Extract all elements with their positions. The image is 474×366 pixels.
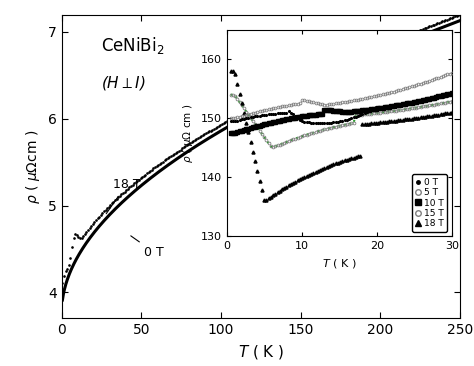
- Text: 18 T: 18 T: [106, 178, 140, 214]
- Y-axis label: $\rho$ ( $\mu\Omega$cm ): $\rho$ ( $\mu\Omega$cm ): [24, 130, 42, 203]
- X-axis label: $T$ ( K ): $T$ ( K ): [237, 343, 284, 361]
- Text: ($H \perp I$): ($H \perp I$): [101, 74, 146, 92]
- Text: 0 T: 0 T: [131, 236, 164, 259]
- Text: CeNiBi$_2$: CeNiBi$_2$: [101, 35, 165, 56]
